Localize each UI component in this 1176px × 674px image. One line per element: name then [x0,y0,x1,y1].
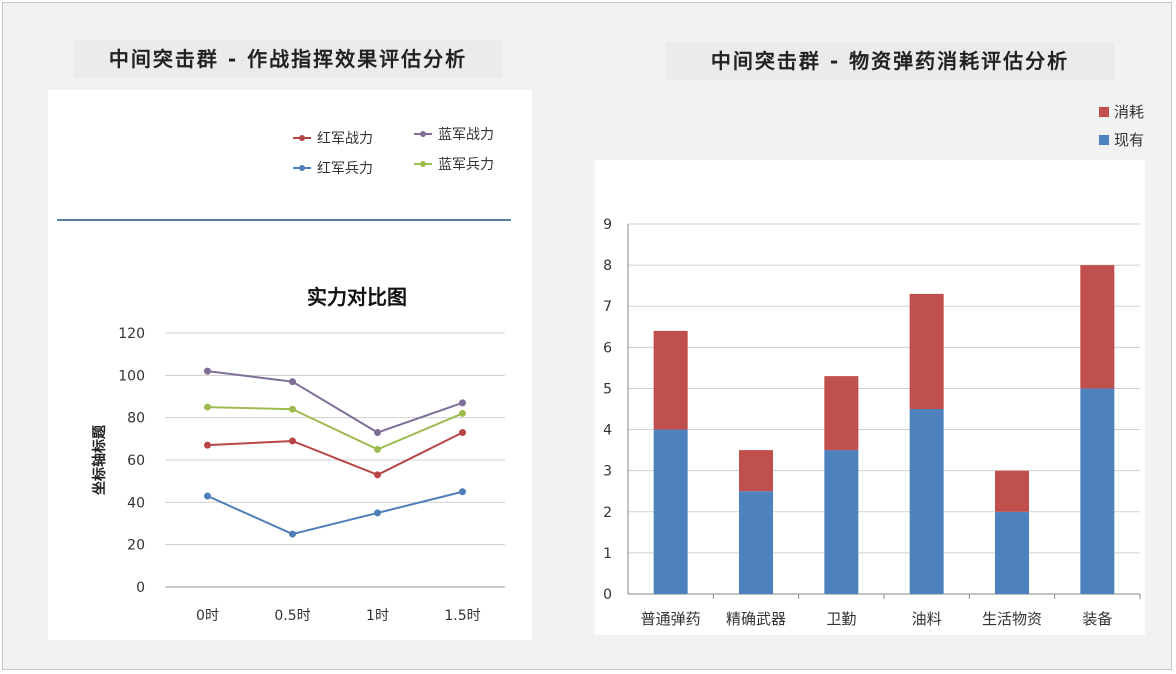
line-chart-y-tick-label: 20 [127,538,145,554]
line-chart-y-tick-label: 40 [127,495,145,511]
line-point [374,445,381,453]
bar-chart-y-tick-label: 5 [603,381,612,397]
line-chart-y-tick-label: 60 [127,453,145,469]
bar-chart-y-tick-label: 8 [603,258,612,274]
line-legend-label: 蓝军战力 [438,127,494,143]
line-point [459,428,466,436]
line-point [289,530,296,538]
bar-consumed [995,470,1029,512]
bar-chart-x-tick-label: 油料 [912,610,942,628]
bar-existing [739,491,773,594]
bar-consumed [909,293,944,409]
bar-chart-y-tick-label: 4 [603,423,612,439]
line-series-1 [207,431,463,476]
bar-chart-x-tick-label: 精确武器 [726,610,786,628]
line-point [459,488,466,496]
line-chart-y-axis-label: 坐标轴标题 [91,424,108,495]
line-chart-x-tick-label: 1时 [366,608,389,624]
bar-chart-y-tick-label: 6 [603,340,612,356]
bar-consumed [739,450,773,492]
line-point [459,399,466,407]
bar-chart-x-tick-label: 装备 [1082,610,1112,628]
bar-consumed [824,376,859,451]
line-point [204,367,211,375]
line-point [289,405,296,413]
line-chart-y-tick-label: 100 [118,368,145,384]
line-series-4 [207,406,463,451]
line-chart-y-tick-label: 80 [127,411,145,427]
bar-chart-y-tick-label: 2 [603,505,612,521]
line-series-3 [207,490,463,536]
bar-existing [909,409,944,594]
right-panel-title: 中间突击群 - 物资弹药消耗评估分析 [665,42,1115,80]
bar-existing [824,450,859,594]
line-legend-marker [299,165,305,171]
line-legend-marker [420,131,426,137]
line-point [204,403,211,411]
line-chart-x-tick-label: 0.5时 [274,608,310,624]
left-panel-title: 中间突击群 - 作战指挥效果评估分析 [73,40,503,78]
line-point [374,471,381,479]
line-legend-label: 红军兵力 [317,161,373,177]
bar-legend-swatch [1099,135,1109,145]
bar-chart-x-tick-label: 普通弹药 [641,610,701,628]
line-legend-label: 蓝军兵力 [438,157,494,173]
line-chart-x-tick-label: 1.5时 [444,608,480,624]
line-point [289,378,296,386]
bar-consumed [1080,265,1115,389]
line-legend-marker [420,161,426,167]
bar-consumed [653,330,688,430]
bar-legend-label: 现有 [1114,131,1144,149]
line-point [289,437,296,445]
bar-existing [653,429,688,594]
bar-chart-y-tick-label: 3 [603,464,612,480]
bar-chart-y-tick-label: 7 [603,299,612,315]
bar-chart-y-tick-label: 0 [603,587,612,603]
line-point [459,409,466,417]
line-chart-x-tick-label: 0时 [196,608,219,624]
line-legend-marker [299,135,305,141]
line-point [204,441,211,449]
line-point [374,428,381,436]
bar-chart-x-tick-label: 卫勤 [826,610,856,628]
bar-existing [995,511,1029,594]
bar-chart-y-tick-label: 1 [603,546,612,562]
line-chart-y-tick-label: 0 [136,580,145,596]
bar-legend-swatch [1099,107,1109,117]
bar-existing [1080,388,1115,594]
line-series-2 [207,370,463,434]
line-chart-background [48,90,532,640]
bar-chart-y-tick-label: 9 [603,217,612,233]
line-chart-title: 实力对比图 [307,285,407,309]
line-chart-y-tick-label: 120 [118,326,145,342]
bar-legend-label: 消耗 [1114,103,1144,121]
line-point [204,492,211,500]
line-point [374,509,381,517]
line-legend-label: 红军战力 [317,131,373,147]
bar-chart-x-tick-label: 生活物资 [982,610,1042,628]
